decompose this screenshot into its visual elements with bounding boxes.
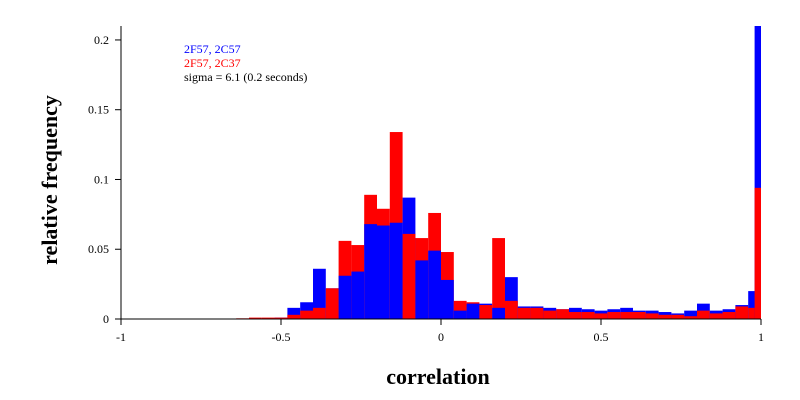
bar-red-7	[325, 288, 339, 319]
bar-red-13	[402, 233, 416, 319]
x-tick-label-1: -0.5	[272, 330, 291, 344]
x-tick-label-3: 0.5	[594, 330, 609, 344]
bar-blue-20	[492, 307, 505, 319]
bar-blue-35	[684, 310, 697, 319]
bar-red-33	[658, 314, 672, 319]
bar-red-26	[569, 312, 582, 319]
bar-red-1	[249, 317, 262, 319]
bar-blue-18	[466, 303, 480, 319]
bar-blue-10	[364, 224, 377, 319]
bar-red-31	[633, 312, 646, 319]
sigma-annotation: sigma = 6.1 (0.2 seconds)	[184, 70, 307, 84]
bar-red-23	[530, 307, 544, 319]
bar-red-27	[581, 312, 595, 319]
bar-red-35	[684, 316, 697, 319]
bars-group	[236, 26, 761, 319]
bar-red-29	[607, 312, 621, 319]
bar-red-20	[492, 238, 505, 319]
bar-red-24	[543, 310, 557, 319]
bar-blue-4	[287, 307, 301, 319]
bar-red-4	[287, 314, 301, 319]
legend: 2F57, 2C57 2F57, 2C37 sigma = 6.1 (0.2 s…	[184, 42, 307, 84]
x-axis-title: correlation	[386, 364, 489, 389]
bar-red-34	[671, 314, 685, 319]
bar-blue-12	[389, 222, 403, 319]
y-tick-label-2: 0.1	[94, 172, 109, 186]
bar-red-41	[754, 187, 761, 319]
x-tick-label-4: 1	[758, 330, 764, 344]
y-tick-label-1: 0.05	[88, 242, 109, 256]
bar-red-19	[479, 305, 493, 319]
bar-red-32	[645, 313, 659, 319]
bar-red-2	[261, 317, 275, 319]
legend-entry-blue: 2F57, 2C57	[184, 42, 241, 56]
bar-blue-9	[351, 271, 365, 319]
bar-red-25	[556, 309, 569, 319]
y-axis-title: relative frequency	[37, 95, 62, 265]
bar-red-22	[517, 307, 531, 319]
bar-blue-14	[415, 260, 429, 319]
y-tick-label-0: 0	[103, 312, 109, 326]
legend-entry-red: 2F57, 2C37	[184, 56, 241, 70]
bar-blue-8	[338, 275, 352, 319]
x-ticks-group: -1 -0.5 0 0.5 1	[116, 319, 764, 344]
bar-blue-15	[428, 250, 441, 319]
bar-red-30	[620, 312, 633, 319]
y-tick-label-4: 0.2	[94, 33, 109, 47]
bar-red-3	[274, 317, 288, 319]
x-tick-label-2: 0	[438, 330, 444, 344]
bar-red-39	[735, 306, 749, 319]
x-tick-label-0: -1	[116, 330, 126, 344]
bar-red-28	[594, 313, 608, 319]
bar-blue-16	[441, 279, 454, 319]
bar-blue-6	[313, 268, 326, 319]
bar-blue-41	[754, 26, 761, 319]
bar-blue-17	[453, 310, 467, 319]
bar-red-38	[722, 312, 736, 319]
y-ticks-group: 0 0.05 0.1 0.15 0.2	[88, 33, 121, 326]
bar-red-5	[300, 310, 313, 319]
bar-red-6	[313, 307, 326, 319]
y-tick-label-3: 0.15	[88, 103, 109, 117]
bar-red-37	[709, 313, 723, 319]
bar-red-21	[505, 300, 518, 319]
bar-red-36	[697, 310, 710, 319]
bar-blue-11	[377, 225, 390, 319]
